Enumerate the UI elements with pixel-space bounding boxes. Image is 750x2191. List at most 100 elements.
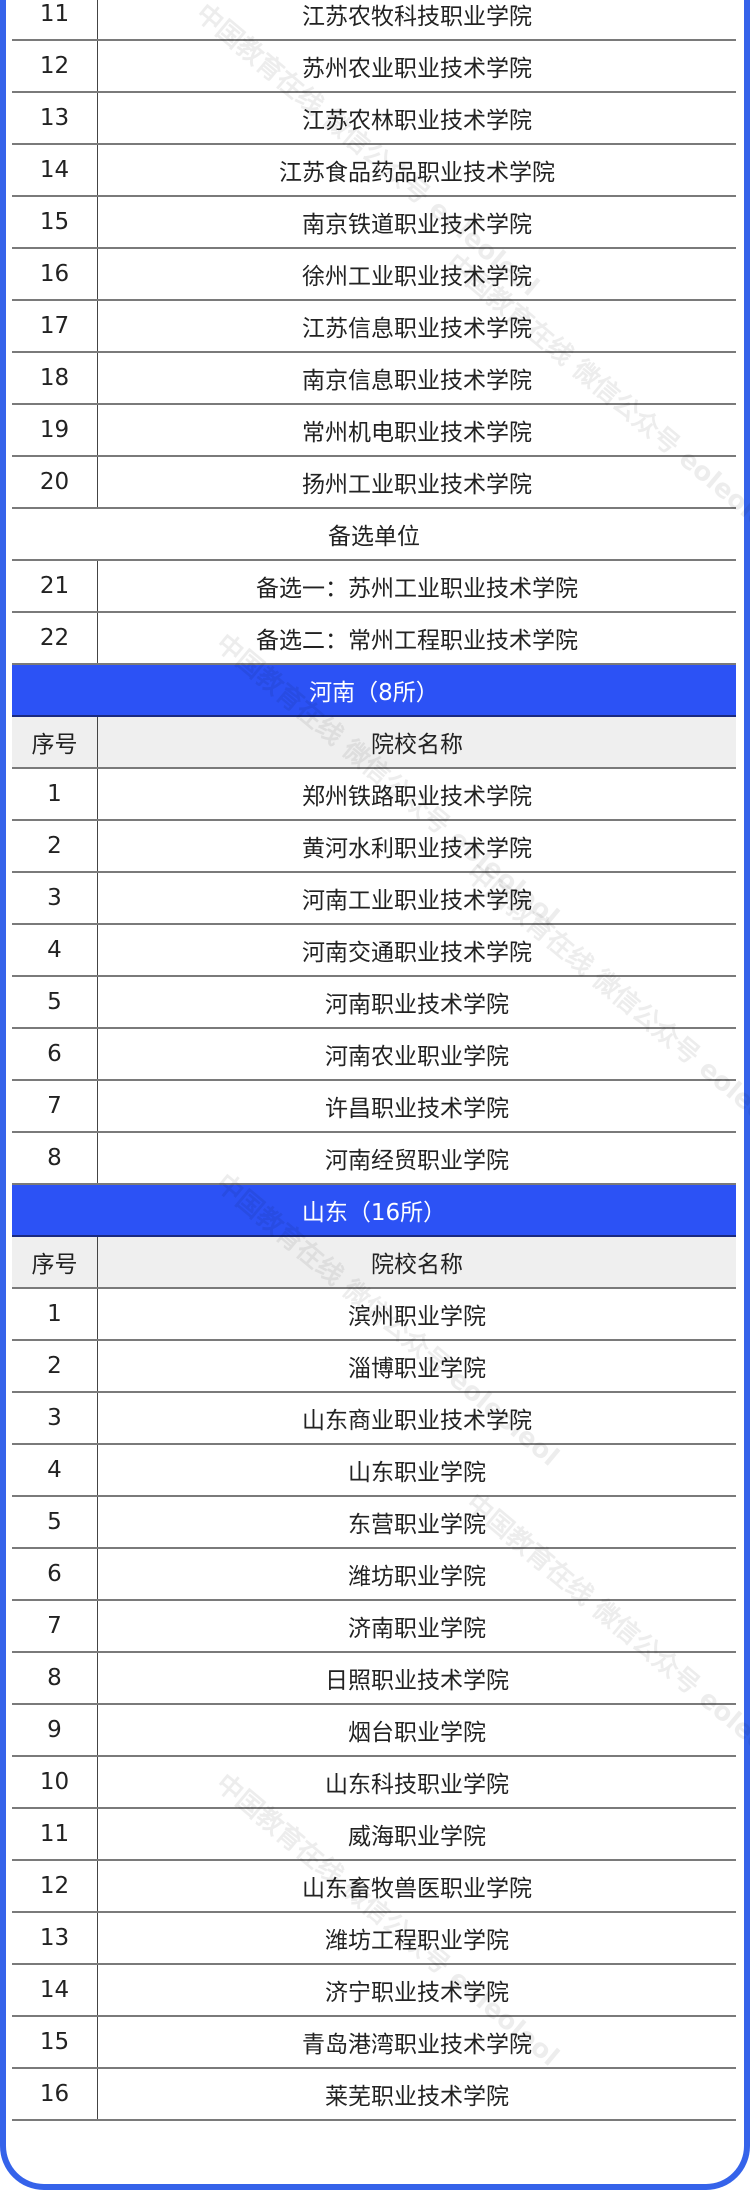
row-number: 7 xyxy=(12,1081,98,1131)
row-number: 2 xyxy=(12,821,98,871)
table-row: 20 扬州工业职业技术学院 xyxy=(12,457,736,509)
row-number: 16 xyxy=(12,249,98,299)
school-name: 山东畜牧兽医职业学院 xyxy=(302,1876,532,1902)
school-name: 山东商业职业技术学院 xyxy=(302,1408,532,1434)
school-name: 备选一：苏州工业职业技术学院 xyxy=(256,576,578,602)
row-number: 14 xyxy=(12,1965,98,2015)
row-number: 5 xyxy=(12,1497,98,1547)
school-name: 河南农业职业学院 xyxy=(325,1044,509,1070)
school-name: 烟台职业学院 xyxy=(348,1720,486,1746)
school-name: 江苏农林职业技术学院 xyxy=(302,108,532,134)
row-number: 4 xyxy=(12,925,98,975)
column-header-name: 院校名称 xyxy=(371,732,463,758)
row-number: 12 xyxy=(12,41,98,91)
school-name: 南京信息职业技术学院 xyxy=(302,368,532,394)
school-name: 常州机电职业技术学院 xyxy=(302,420,532,446)
table-row: 16 莱芜职业技术学院 xyxy=(12,2069,736,2121)
row-number: 2 xyxy=(12,1341,98,1391)
school-name: 山东科技职业学院 xyxy=(325,1772,509,1798)
row-number: 1 xyxy=(12,769,98,819)
school-name: 南京铁道职业技术学院 xyxy=(302,212,532,238)
row-number: 7 xyxy=(12,1601,98,1651)
school-name: 河南交通职业技术学院 xyxy=(302,940,532,966)
table-row: 4 山东职业学院 xyxy=(12,1445,736,1497)
section-header-shandong: 山东（16所） xyxy=(12,1185,736,1237)
table-row: 1 郑州铁路职业技术学院 xyxy=(12,769,736,821)
column-header-number: 序号 xyxy=(12,1237,98,1287)
table-row: 21 备选一：苏州工业职业技术学院 xyxy=(12,561,736,613)
column-header-number: 序号 xyxy=(12,717,98,767)
row-number: 21 xyxy=(12,561,98,611)
table-row: 5 东营职业学院 xyxy=(12,1497,736,1549)
row-number: 17 xyxy=(12,301,98,351)
table-row: 14 江苏食品药品职业技术学院 xyxy=(12,145,736,197)
row-number: 15 xyxy=(12,2017,98,2067)
table-row: 7 济南职业学院 xyxy=(12,1601,736,1653)
school-name: 潍坊工程职业学院 xyxy=(325,1928,509,1954)
table-row: 7 许昌职业技术学院 xyxy=(12,1081,736,1133)
row-number: 15 xyxy=(12,197,98,247)
row-number: 1 xyxy=(12,1289,98,1339)
school-name: 江苏农牧科技职业学院 xyxy=(302,4,532,30)
table-row: 6 河南农业职业学院 xyxy=(12,1029,736,1081)
row-number: 19 xyxy=(12,405,98,455)
school-name: 潍坊职业学院 xyxy=(348,1564,486,1590)
table-row: 2 淄博职业学院 xyxy=(12,1341,736,1393)
table-row: 15 青岛港湾职业技术学院 xyxy=(12,2017,736,2069)
school-name: 淄博职业学院 xyxy=(348,1356,486,1382)
table-row: 11 威海职业学院 xyxy=(12,1809,736,1861)
row-number: 3 xyxy=(12,873,98,923)
school-name: 滨州职业学院 xyxy=(348,1304,486,1330)
table-row: 4 河南交通职业技术学院 xyxy=(12,925,736,977)
school-name: 许昌职业技术学院 xyxy=(325,1096,509,1122)
row-number: 14 xyxy=(12,145,98,195)
school-table: 11 江苏农牧科技职业学院 12 苏州农业职业技术学院 13 江苏农林职业技术学院 14 江苏… xyxy=(12,0,736,2121)
school-name: 苏州农业职业技术学院 xyxy=(302,56,532,82)
row-number: 3 xyxy=(12,1393,98,1443)
school-name: 备选二：常州工程职业技术学院 xyxy=(256,628,578,654)
school-name: 徐州工业职业技术学院 xyxy=(302,264,532,290)
school-name: 河南职业技术学院 xyxy=(325,992,509,1018)
row-number: 4 xyxy=(12,1445,98,1495)
row-number: 20 xyxy=(12,457,98,507)
table-row: 8 日照职业技术学院 xyxy=(12,1653,736,1705)
school-name: 山东职业学院 xyxy=(348,1460,486,1486)
table-row: 3 河南工业职业技术学院 xyxy=(12,873,736,925)
table-row: 2 黄河水利职业技术学院 xyxy=(12,821,736,873)
school-name: 济南职业学院 xyxy=(348,1616,486,1642)
row-number: 8 xyxy=(12,1133,98,1183)
school-name: 东营职业学院 xyxy=(348,1512,486,1538)
row-number: 6 xyxy=(12,1029,98,1079)
school-name: 黄河水利职业技术学院 xyxy=(302,836,532,862)
table-row: 10 山东科技职业学院 xyxy=(12,1757,736,1809)
row-number: 18 xyxy=(12,353,98,403)
table-row: 18 南京信息职业技术学院 xyxy=(12,353,736,405)
school-name: 济宁职业技术学院 xyxy=(325,1980,509,2006)
school-name: 郑州铁路职业技术学院 xyxy=(302,784,532,810)
table-row: 9 烟台职业学院 xyxy=(12,1705,736,1757)
row-number: 8 xyxy=(12,1653,98,1703)
row-number: 13 xyxy=(12,93,98,143)
school-name: 江苏信息职业技术学院 xyxy=(302,316,532,342)
table-row: 13 潍坊工程职业学院 xyxy=(12,1913,736,1965)
row-number: 22 xyxy=(12,613,98,663)
school-name: 扬州工业职业技术学院 xyxy=(302,472,532,498)
row-number: 10 xyxy=(12,1757,98,1807)
row-number: 12 xyxy=(12,1861,98,1911)
row-number: 11 xyxy=(12,0,98,39)
section-header-henan: 河南（8所） xyxy=(12,665,736,717)
school-name: 河南工业职业技术学院 xyxy=(302,888,532,914)
school-name: 莱芜职业技术学院 xyxy=(325,2084,509,2110)
table-row: 8 河南经贸职业学院 xyxy=(12,1133,736,1185)
row-number: 16 xyxy=(12,2069,98,2119)
table-row: 11 江苏农牧科技职业学院 xyxy=(12,0,736,41)
row-number: 5 xyxy=(12,977,98,1027)
school-name: 威海职业学院 xyxy=(348,1824,486,1850)
table-row: 22 备选二：常州工程职业技术学院 xyxy=(12,613,736,665)
table-row: 6 潍坊职业学院 xyxy=(12,1549,736,1601)
column-header: 序号 院校名称 xyxy=(12,717,736,769)
row-number: 9 xyxy=(12,1705,98,1755)
row-number: 6 xyxy=(12,1549,98,1599)
alternate-section-label: 备选单位 xyxy=(12,509,736,561)
